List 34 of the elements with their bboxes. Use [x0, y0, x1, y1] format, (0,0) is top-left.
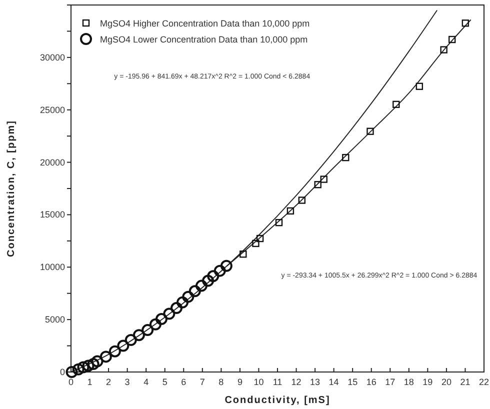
x-tick-label: 13: [310, 377, 320, 387]
legend-label: MgSO4 Lower Concentration Data than 10,000 ppm: [100, 34, 308, 44]
x-axis-title: Conductivity, [mS]: [224, 395, 330, 406]
y-tick-label: 10000: [40, 262, 65, 272]
y-tick-label: 0: [60, 367, 65, 377]
y-tick-label: 25000: [40, 104, 65, 115]
x-tick-label: 17: [385, 377, 396, 387]
x-tick-label: 10: [254, 377, 264, 387]
x-tick-label: 4: [144, 377, 149, 387]
x-tick-label: 6: [181, 377, 186, 387]
legend-label: MgSO4 Higher Concentration Data than 10,000 ppm: [100, 18, 310, 28]
y-axis-title: Concentration, C, [ppm]: [6, 120, 17, 257]
x-tick-label: 0: [68, 377, 74, 387]
x-tick-label: 21: [460, 377, 470, 387]
x-tick-label: 3: [124, 377, 130, 387]
x-tick-label: 9: [237, 377, 242, 387]
x-tick-label: 7: [200, 377, 205, 387]
x-tick-label: 14: [328, 377, 339, 387]
x-tick-label: 16: [366, 377, 376, 387]
y-tick-label: 15000: [40, 210, 65, 220]
x-tick-label: 19: [422, 377, 433, 387]
x-tick-label: 8: [218, 377, 224, 387]
x-tick-label: 1: [87, 377, 92, 387]
x-tick-label: 20: [441, 377, 452, 387]
x-tick-label: 5: [162, 377, 168, 387]
x-tick-label: 12: [291, 377, 302, 387]
x-tick-label: 2: [106, 377, 112, 387]
x-tick-label: 22: [478, 377, 490, 387]
y-tick-label: 5000: [44, 314, 65, 325]
x-tick-label: 15: [348, 377, 358, 387]
y-tick-label: 30000: [40, 52, 65, 62]
y-tick-label: 20000: [40, 157, 65, 168]
x-tick-label: 18: [404, 377, 414, 387]
x-tick-label: 11: [272, 377, 282, 387]
